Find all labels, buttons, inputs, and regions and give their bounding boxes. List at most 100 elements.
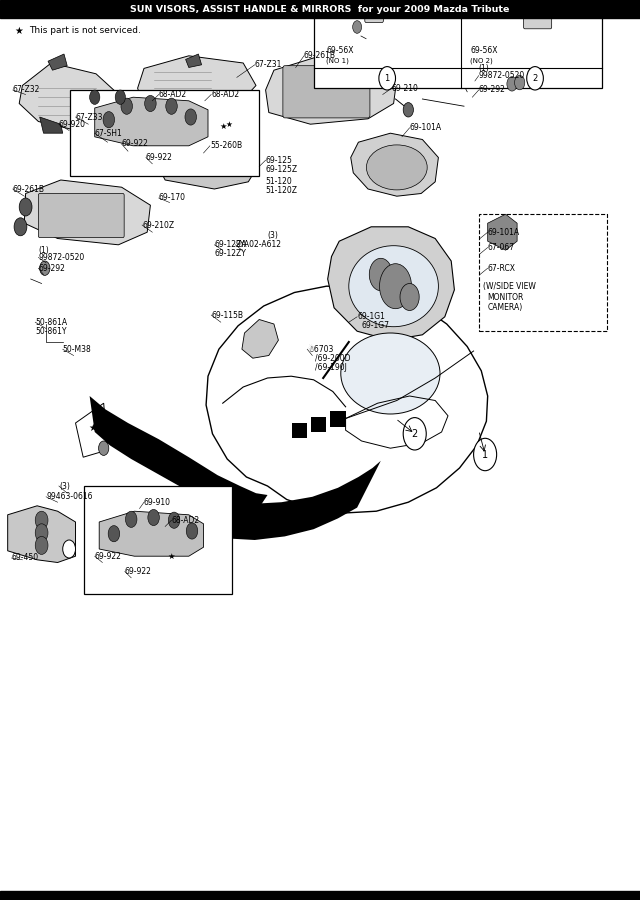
Text: (1): (1) [350, 11, 360, 18]
Text: 69-261B: 69-261B [304, 51, 336, 60]
Bar [0, 0, 640, 18]
Text: 69-292: 69-292 [38, 264, 65, 273]
Circle shape [125, 511, 137, 527]
Text: 69-12ZY: 69-12ZY [214, 249, 246, 258]
Polygon shape [90, 396, 268, 520]
Text: 69-261B: 69-261B [13, 184, 45, 194]
Text: (W/SIDE VIEW: (W/SIDE VIEW [483, 282, 536, 291]
Text: (NO 2): (NO 2) [470, 58, 493, 65]
Circle shape [14, 218, 27, 236]
Text: 69-450: 69-450 [12, 554, 38, 562]
Text: 50-861Y: 50-861Y [35, 327, 67, 336]
Text: 2: 2 [532, 74, 538, 83]
Polygon shape [19, 63, 122, 130]
Text: (1): (1) [38, 246, 49, 255]
Circle shape [19, 198, 32, 216]
Text: ☃6703: ☃6703 [307, 345, 333, 354]
Text: ★: ★ [88, 422, 97, 433]
Circle shape [108, 526, 120, 542]
Circle shape [115, 90, 125, 104]
Polygon shape [311, 417, 326, 432]
Text: 51-120: 51-120 [266, 177, 292, 186]
FancyBboxPatch shape [124, 147, 148, 168]
FancyBboxPatch shape [314, 0, 602, 88]
Text: 67-Z31: 67-Z31 [255, 60, 282, 69]
Text: 69-170: 69-170 [159, 194, 186, 202]
Text: 99872-0520: 99872-0520 [479, 71, 525, 80]
Text: 67-RCX: 67-RCX [488, 264, 516, 273]
FancyBboxPatch shape [38, 194, 124, 238]
Text: (3): (3) [268, 231, 278, 240]
Text: 67-Z32: 67-Z32 [13, 86, 40, 94]
Text: 69-56X: 69-56X [470, 46, 498, 55]
Text: 69-910: 69-910 [144, 498, 171, 507]
Circle shape [185, 109, 196, 125]
Ellipse shape [340, 333, 440, 414]
Circle shape [103, 112, 115, 128]
Text: 50-861A: 50-861A [35, 318, 67, 327]
Polygon shape [184, 461, 381, 540]
Polygon shape [76, 403, 108, 457]
Text: 67-067: 67-067 [488, 243, 515, 252]
Circle shape [400, 284, 419, 310]
Text: SUN VISORS, ASSIST HANDLE & MIRRORS  for your 2009 Mazda Tribute: SUN VISORS, ASSIST HANDLE & MIRRORS for … [131, 5, 509, 14]
FancyBboxPatch shape [524, 0, 552, 29]
Circle shape [369, 258, 392, 291]
Text: 69-125: 69-125 [266, 156, 292, 165]
Text: 69-56X: 69-56X [326, 46, 354, 55]
Circle shape [379, 67, 396, 90]
Text: 69-1G1: 69-1G1 [357, 312, 385, 321]
Text: 55-260B: 55-260B [210, 141, 242, 150]
Circle shape [40, 261, 50, 275]
Polygon shape [206, 286, 488, 513]
Polygon shape [48, 54, 67, 70]
Text: 99466-0616B: 99466-0616B [322, 3, 369, 8]
Text: (1): (1) [542, 11, 552, 18]
Circle shape [35, 536, 48, 554]
Text: 67-SH1: 67-SH1 [95, 129, 122, 138]
Polygon shape [138, 56, 256, 115]
Ellipse shape [367, 145, 428, 190]
Polygon shape [8, 506, 76, 562]
Polygon shape [242, 320, 278, 358]
Polygon shape [330, 411, 346, 427]
Text: 69-101A: 69-101A [488, 228, 520, 237]
Circle shape [148, 509, 159, 526]
Text: 69-125Z: 69-125Z [266, 165, 298, 174]
Text: 69-101A: 69-101A [410, 123, 442, 132]
Circle shape [507, 76, 517, 91]
FancyBboxPatch shape [70, 90, 259, 176]
Ellipse shape [349, 246, 438, 327]
Circle shape [380, 264, 412, 309]
Circle shape [63, 540, 76, 558]
Bar [0, 891, 640, 900]
Text: 68-AD2: 68-AD2 [211, 90, 239, 99]
Circle shape [353, 21, 362, 33]
Polygon shape [351, 133, 438, 196]
Circle shape [166, 98, 177, 114]
Polygon shape [186, 54, 202, 68]
Polygon shape [266, 54, 397, 124]
Text: 69-210Z: 69-210Z [142, 220, 174, 230]
Circle shape [99, 441, 109, 455]
FancyBboxPatch shape [84, 486, 232, 594]
Polygon shape [99, 511, 204, 556]
Text: /69-200D: /69-200D [315, 354, 350, 363]
Text: ★: ★ [219, 122, 227, 130]
Text: 68-AD2: 68-AD2 [159, 90, 187, 99]
Text: 1: 1 [482, 449, 488, 460]
Text: 9YA02-A612: 9YA02-A612 [236, 240, 282, 249]
Text: 99872-0520: 99872-0520 [38, 253, 84, 262]
Circle shape [403, 418, 426, 450]
Text: 69-920: 69-920 [59, 120, 86, 129]
Text: MONITOR: MONITOR [488, 292, 524, 302]
Text: (3): (3) [59, 482, 70, 490]
Text: ★: ★ [225, 120, 232, 129]
Text: 68-AD2: 68-AD2 [172, 516, 200, 525]
Circle shape [121, 98, 132, 114]
FancyBboxPatch shape [365, 0, 383, 22]
Text: 99466-0616B: 99466-0616B [513, 3, 560, 8]
Polygon shape [488, 214, 517, 250]
Circle shape [403, 103, 413, 117]
Text: /69-190J: /69-190J [315, 363, 347, 372]
